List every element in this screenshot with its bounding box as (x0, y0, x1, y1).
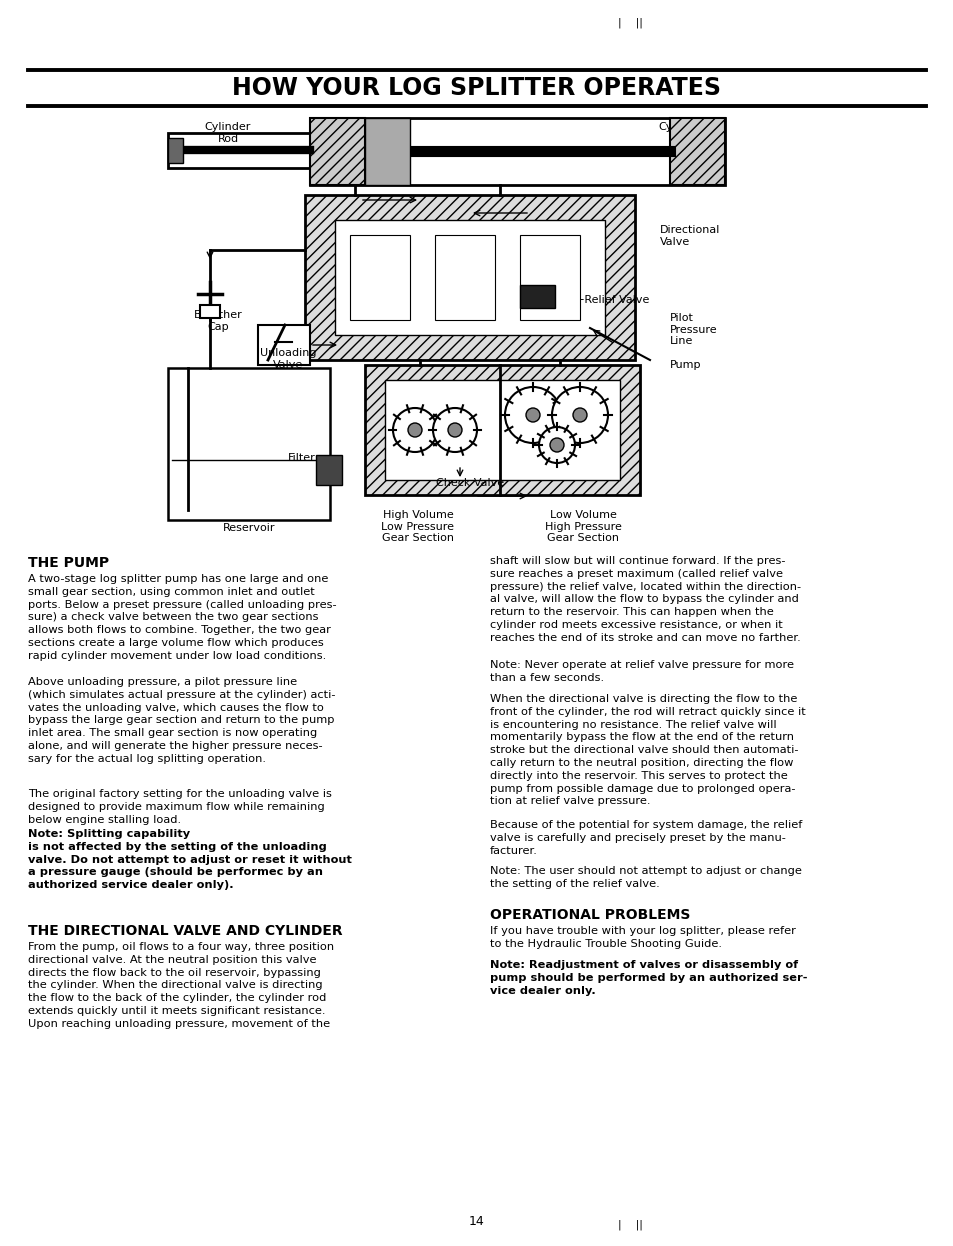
Bar (168, 138, 183, 163)
Text: |    ||: | || (617, 17, 641, 29)
Bar (168, 133, 310, 168)
Text: The original factory setting for the unloading valve is
designed to provide maxi: The original factory setting for the unl… (28, 789, 332, 825)
Text: Cylinder
Rod: Cylinder Rod (205, 122, 251, 143)
Circle shape (408, 422, 421, 437)
Bar (315, 455, 341, 485)
Text: Note: Readjustment of valves or disassembly of
pump should be performed by an au: Note: Readjustment of valves or disassem… (490, 959, 806, 996)
Text: ←Relief Valve: ←Relief Valve (575, 295, 649, 305)
Text: Breather
Cap: Breather Cap (193, 310, 242, 331)
Text: When the directional valve is directing the flow to the
front of the cylinder, t: When the directional valve is directing … (490, 694, 805, 806)
Bar (310, 118, 365, 184)
Bar (257, 325, 310, 365)
Text: Above unloading pressure, a pilot pressure line
(which simulates actual pressure: Above unloading pressure, a pilot pressu… (28, 677, 335, 764)
Text: Low Volume
High Pressure
Gear Section: Low Volume High Pressure Gear Section (544, 510, 620, 543)
Bar (669, 118, 724, 184)
Text: High Volume
Low Pressure
Gear Section: High Volume Low Pressure Gear Section (381, 510, 454, 543)
Text: HOW YOUR LOG SPLITTER OPERATES: HOW YOUR LOG SPLITTER OPERATES (233, 76, 720, 100)
Bar (335, 221, 604, 335)
Text: A two-stage log splitter pump has one large and one
small gear section, using co: A two-stage log splitter pump has one la… (28, 574, 336, 660)
Text: Note: The user should not attempt to adjust or change
the setting of the relief : Note: The user should not attempt to adj… (490, 866, 801, 888)
Text: 14: 14 (469, 1215, 484, 1229)
Bar (350, 235, 410, 320)
Text: THE PUMP: THE PUMP (28, 556, 109, 569)
Text: Check Valve: Check Valve (436, 478, 503, 488)
Circle shape (538, 427, 575, 464)
Bar (385, 380, 619, 480)
Circle shape (393, 407, 436, 452)
Bar (305, 196, 635, 360)
Circle shape (552, 388, 607, 444)
Circle shape (525, 407, 539, 422)
Text: Because of the potential for system damage, the relief
valve is carefully and pr: Because of the potential for system dama… (490, 820, 801, 856)
Bar (519, 235, 579, 320)
Circle shape (573, 407, 586, 422)
Text: Note: Splitting capability
is not affected by the setting of the unloading
valve: Note: Splitting capability is not affect… (28, 829, 352, 890)
Circle shape (433, 407, 476, 452)
Bar (310, 118, 724, 184)
Text: Unloading
Valve: Unloading Valve (259, 348, 315, 370)
Bar (519, 285, 555, 308)
Circle shape (448, 422, 461, 437)
Circle shape (550, 439, 563, 452)
Bar (435, 235, 495, 320)
Text: Pilot
Pressure
Line: Pilot Pressure Line (669, 313, 717, 346)
Text: Directional
Valve: Directional Valve (659, 226, 720, 247)
Text: Pump: Pump (669, 360, 700, 370)
Text: THE DIRECTIONAL VALVE AND CYLINDER: THE DIRECTIONAL VALVE AND CYLINDER (28, 925, 342, 938)
Bar (365, 118, 410, 184)
Text: Reservoir: Reservoir (222, 523, 275, 533)
Text: |    ||: | || (617, 1220, 641, 1230)
Text: Filter: Filter (288, 454, 315, 464)
Bar (365, 365, 639, 495)
Text: shaft will slow but will continue forward. If the pres-
sure reaches a preset ma: shaft will slow but will continue forwar… (490, 556, 801, 643)
Text: From the pump, oil flows to a four way, three position
directional valve. At the: From the pump, oil flows to a four way, … (28, 942, 334, 1029)
Text: Cylinder: Cylinder (658, 122, 703, 132)
Text: Note: Never operate at relief valve pressure for more
than a few seconds.: Note: Never operate at relief valve pres… (490, 660, 793, 683)
Bar (200, 305, 220, 318)
Text: OPERATIONAL PROBLEMS: OPERATIONAL PROBLEMS (490, 908, 690, 922)
Bar (168, 368, 330, 520)
Circle shape (504, 388, 560, 444)
Text: If you have trouble with your log splitter, please refer
to the Hydraulic Troubl: If you have trouble with your log splitt… (490, 926, 795, 948)
